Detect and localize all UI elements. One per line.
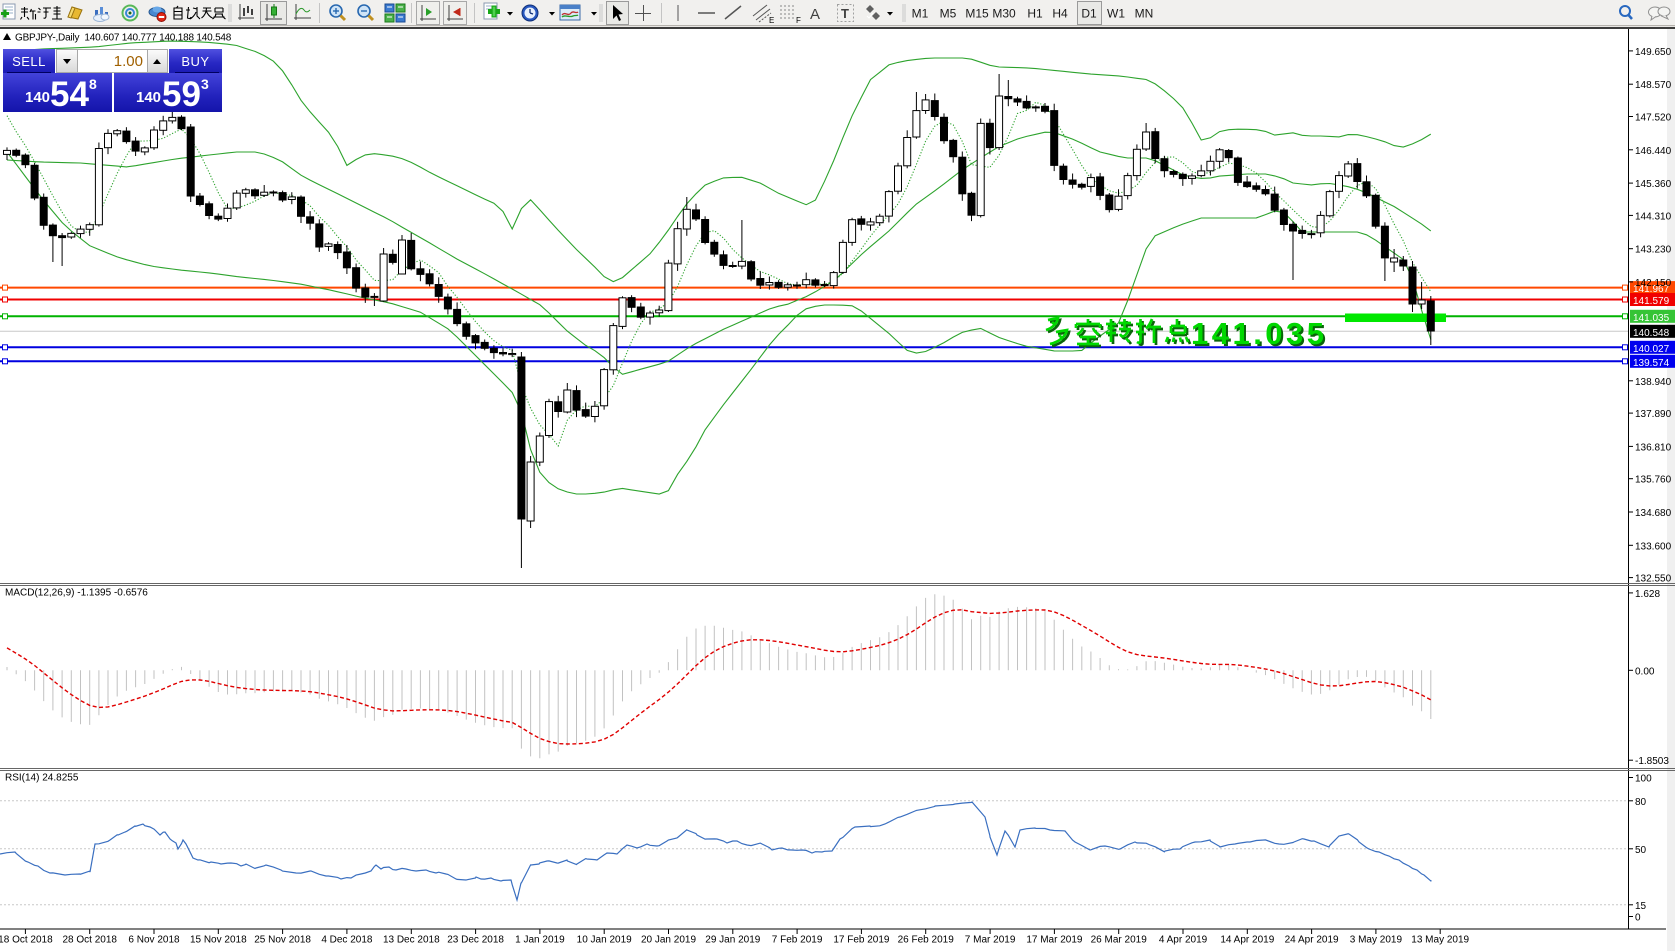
svg-text:6 Nov 2018: 6 Nov 2018 — [128, 935, 180, 946]
svg-text:E: E — [769, 16, 774, 25]
svg-text:140.548: 140.548 — [1633, 328, 1670, 339]
svg-text:20 Jan 2019: 20 Jan 2019 — [641, 935, 696, 946]
svg-text:10 Jan 2019: 10 Jan 2019 — [577, 935, 632, 946]
svg-text:H1: H1 — [1027, 7, 1043, 21]
svg-text:25 Nov 2018: 25 Nov 2018 — [254, 935, 311, 946]
svg-text:T: T — [841, 6, 849, 21]
svg-text:137.890: 137.890 — [1635, 409, 1672, 420]
svg-text:3 May 2019: 3 May 2019 — [1350, 935, 1403, 946]
svg-text:136.810: 136.810 — [1635, 442, 1672, 453]
svg-text:M1: M1 — [912, 7, 929, 21]
svg-text:135.760: 135.760 — [1635, 475, 1672, 486]
svg-text:142.150: 142.150 — [1635, 278, 1672, 289]
svg-text:1.628: 1.628 — [1635, 589, 1660, 600]
svg-text:M15: M15 — [965, 7, 989, 21]
svg-text:144.310: 144.310 — [1635, 211, 1672, 222]
svg-text:-1.8503: -1.8503 — [1635, 756, 1669, 767]
svg-text:7 Mar 2019: 7 Mar 2019 — [965, 935, 1016, 946]
svg-text:H4: H4 — [1052, 7, 1068, 21]
svg-text:M30: M30 — [992, 7, 1016, 21]
svg-text:D1: D1 — [1081, 7, 1097, 21]
svg-text:23 Dec 2018: 23 Dec 2018 — [447, 935, 504, 946]
svg-text:133.600: 133.600 — [1635, 541, 1672, 552]
svg-text:GBPJPY-,Daily 140.607 140.777: GBPJPY-,Daily 140.607 140.777 140.188 14… — [15, 33, 232, 44]
svg-text:141.035: 141.035 — [1633, 313, 1670, 324]
svg-text:140.027: 140.027 — [1633, 344, 1670, 355]
svg-text:13 May 2019: 13 May 2019 — [1411, 935, 1469, 946]
svg-text:143.230: 143.230 — [1635, 245, 1672, 256]
svg-text:100: 100 — [1635, 774, 1652, 785]
svg-text:7 Feb 2019: 7 Feb 2019 — [772, 935, 823, 946]
svg-text:17 Feb 2019: 17 Feb 2019 — [833, 935, 890, 946]
svg-text:24 Apr 2019: 24 Apr 2019 — [1285, 935, 1339, 946]
svg-text:26 Feb 2019: 26 Feb 2019 — [898, 935, 955, 946]
svg-text:1 Jan 2019: 1 Jan 2019 — [515, 935, 565, 946]
svg-text:145.360: 145.360 — [1635, 179, 1672, 190]
svg-text:4 Apr 2019: 4 Apr 2019 — [1159, 935, 1208, 946]
svg-text:A: A — [810, 6, 820, 23]
svg-text:141.967: 141.967 — [1633, 284, 1670, 295]
svg-text:139.574: 139.574 — [1633, 358, 1670, 369]
svg-text:15: 15 — [1635, 901, 1647, 912]
svg-text:4 Dec 2018: 4 Dec 2018 — [321, 935, 373, 946]
svg-text:0: 0 — [1635, 913, 1641, 924]
svg-text:MN: MN — [1135, 7, 1154, 21]
svg-text:132.550: 132.550 — [1635, 574, 1672, 585]
svg-text:29 Jan 2019: 29 Jan 2019 — [705, 935, 760, 946]
svg-text:15 Nov 2018: 15 Nov 2018 — [190, 935, 247, 946]
svg-text:147.520: 147.520 — [1635, 113, 1672, 124]
svg-text:26 Mar 2019: 26 Mar 2019 — [1091, 935, 1148, 946]
svg-text:0.00: 0.00 — [1635, 666, 1655, 677]
svg-text:149.650: 149.650 — [1635, 47, 1672, 58]
svg-text:134.680: 134.680 — [1635, 508, 1672, 519]
svg-text:28 Oct 2018: 28 Oct 2018 — [62, 935, 117, 946]
svg-text:138.940: 138.940 — [1635, 377, 1672, 388]
svg-text:13 Dec 2018: 13 Dec 2018 — [383, 935, 440, 946]
svg-text:141.579: 141.579 — [1633, 296, 1670, 307]
svg-text:141.035: 141.035 — [1193, 318, 1326, 353]
svg-text:146.440: 146.440 — [1635, 146, 1672, 157]
svg-text:80: 80 — [1635, 797, 1647, 808]
svg-text:17 Mar 2019: 17 Mar 2019 — [1026, 935, 1083, 946]
svg-text:M5: M5 — [940, 7, 957, 21]
svg-text:MACD(12,26,9) -1.1395 -0.6576: MACD(12,26,9) -1.1395 -0.6576 — [5, 588, 148, 599]
svg-text:50: 50 — [1635, 845, 1647, 856]
svg-text:148.570: 148.570 — [1635, 80, 1672, 91]
svg-text:141.035: 141.035 — [1191, 316, 1324, 351]
svg-text:W1: W1 — [1107, 7, 1125, 21]
svg-text:18 Oct 2018: 18 Oct 2018 — [0, 935, 53, 946]
svg-text:RSI(14) 24.8255: RSI(14) 24.8255 — [5, 773, 79, 784]
svg-text:14 Apr 2019: 14 Apr 2019 — [1220, 935, 1274, 946]
svg-text:F: F — [796, 16, 801, 25]
